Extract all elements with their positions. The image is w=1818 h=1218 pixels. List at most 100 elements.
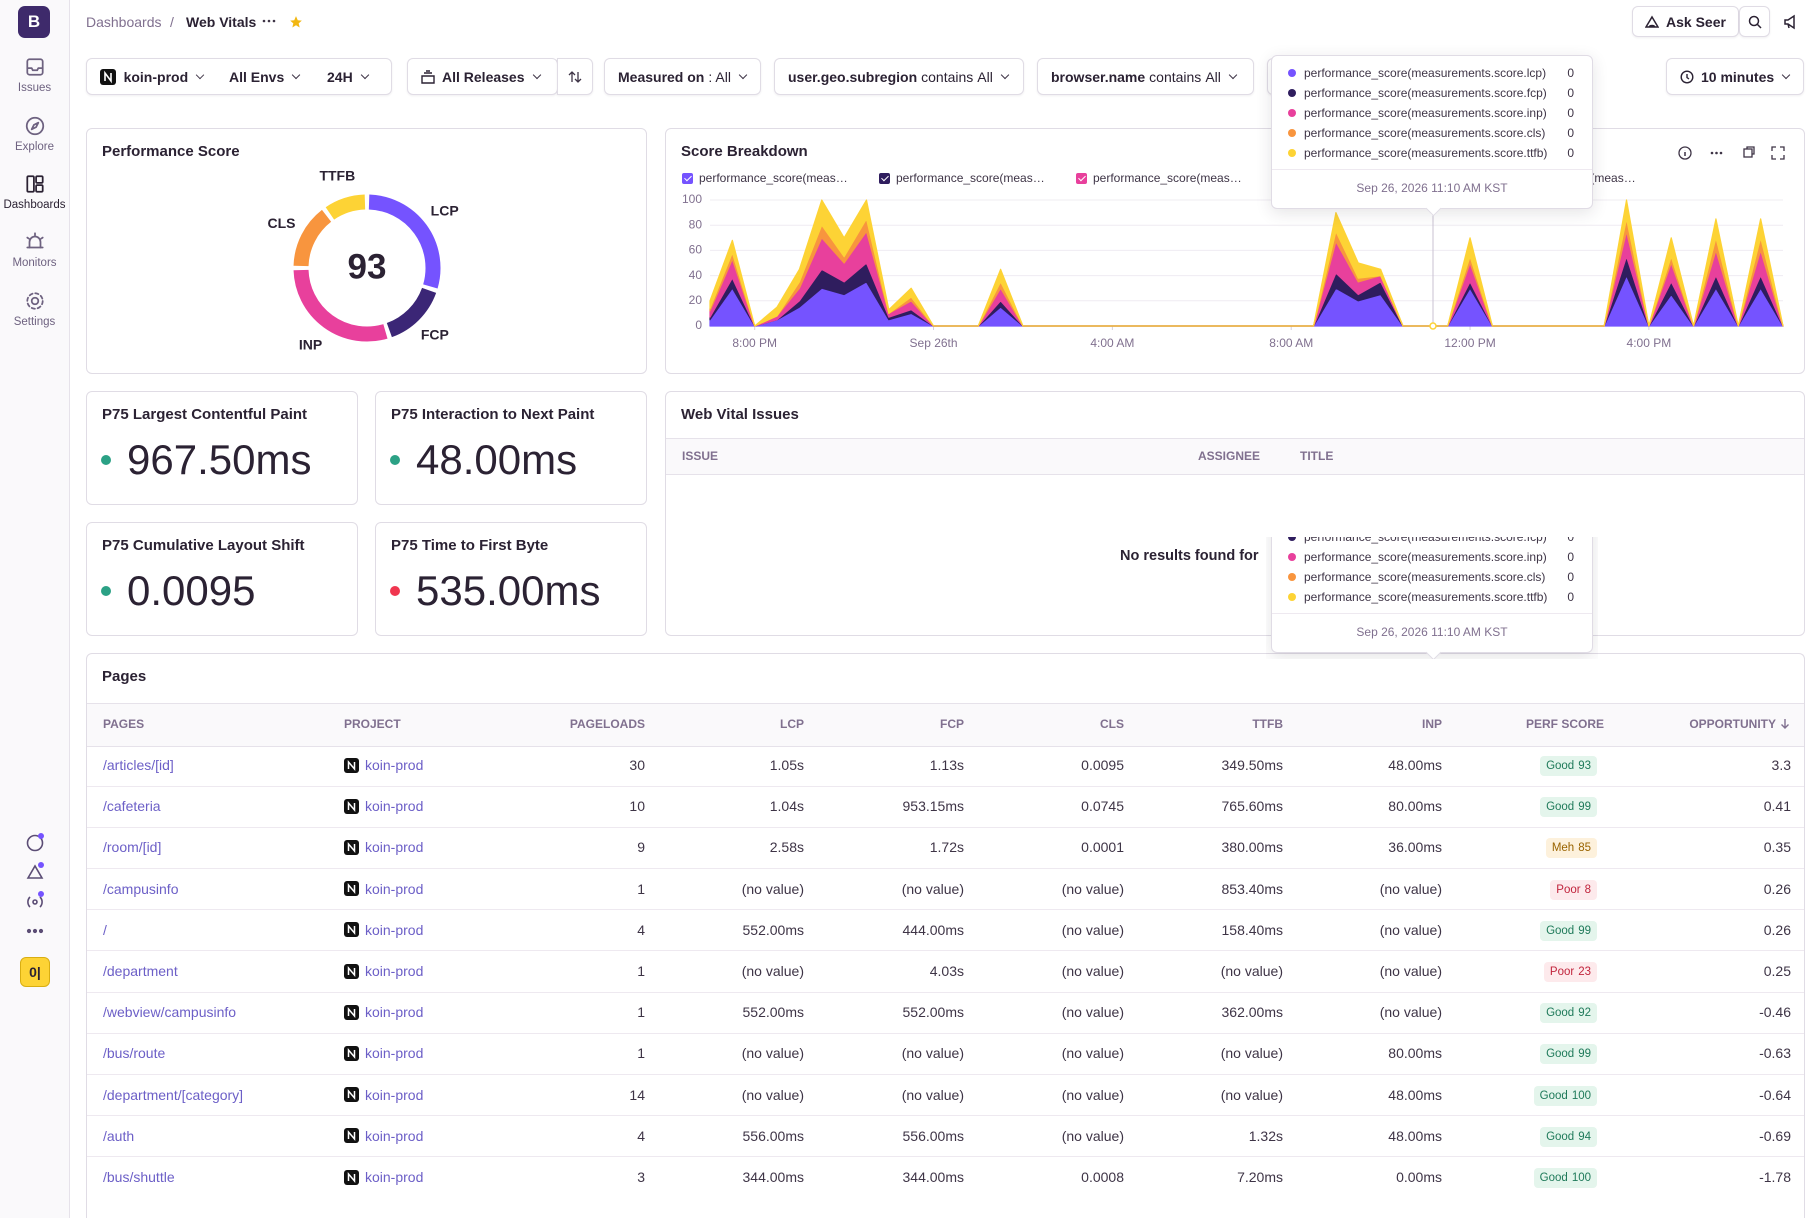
- sidebar-icon[interactable]: [24, 861, 46, 883]
- column-header[interactable]: CLS: [1100, 717, 1124, 731]
- sidebar-icon[interactable]: [24, 832, 46, 854]
- breadcrumb-link[interactable]: Dashboards: [86, 14, 162, 30]
- page-link[interactable]: /room/[id]: [103, 839, 162, 856]
- page-link[interactable]: /bus/route: [103, 1045, 166, 1062]
- row-divider: [87, 950, 1804, 952]
- project-link[interactable]: koin-prod: [365, 1127, 424, 1144]
- tooltip-row: performance_score(measurements.score.lcp…: [1288, 63, 1574, 83]
- web-vital-issues-panel: Web Vital Issues No results found for IS…: [665, 391, 1805, 636]
- project-link[interactable]: koin-prod: [365, 1086, 424, 1103]
- nav-item[interactable]: Explore: [0, 115, 69, 153]
- release-filter[interactable]: All Releases: [407, 58, 558, 95]
- column-header[interactable]: PAGES: [103, 717, 145, 731]
- sidebar-icon[interactable]: [24, 890, 46, 912]
- project-filter[interactable]: koin-prod: [87, 59, 216, 94]
- period-filter[interactable]: 24H: [314, 59, 381, 94]
- column-header[interactable]: PAGELOADS: [569, 717, 645, 731]
- legend-item[interactable]: performance_score(measurements.score.fcp…: [879, 171, 1076, 185]
- page-link[interactable]: /articles/[id]: [103, 757, 174, 773]
- table-cell: -1.78: [1759, 1169, 1791, 1185]
- nav-item[interactable]: Issues: [0, 56, 69, 94]
- ask-seer-button[interactable]: Ask Seer: [1632, 6, 1739, 37]
- tooltip-series: performance_score(measurements.score.fcp…: [1304, 86, 1547, 100]
- project-link[interactable]: koin-prod: [365, 963, 424, 979]
- perf-rating: Good: [1546, 1007, 1575, 1020]
- icon-shape: [26, 834, 44, 852]
- metric-title: P75 Cumulative Layout Shift: [102, 537, 305, 554]
- project-icon: [344, 1169, 359, 1185]
- sort-arrow[interactable]: [1780, 718, 1790, 730]
- project-link[interactable]: koin-prod: [365, 757, 424, 773]
- interval-filter[interactable]: 10 minutes: [1666, 58, 1804, 95]
- perf-score-cell: Meh 85: [1357, 837, 1597, 859]
- more-button[interactable]: [1710, 151, 1723, 155]
- project-link[interactable]: koin-prod: [365, 1045, 424, 1062]
- tooltip-row: performance_score(measurements.score.ttf…: [1288, 587, 1574, 607]
- measured-on-filter[interactable]: Measured on: All: [604, 58, 761, 95]
- panel-title: Score Breakdown: [681, 143, 808, 160]
- sort-button[interactable]: [557, 58, 593, 95]
- copy-button[interactable]: [1743, 146, 1755, 158]
- page-link[interactable]: /department/[category]: [103, 1086, 244, 1103]
- icon-shape: [347, 1171, 356, 1183]
- seer-icon: [1645, 15, 1659, 28]
- column-header[interactable]: LCP: [780, 717, 804, 731]
- table-cell: 552.00ms: [742, 1004, 804, 1021]
- project-link[interactable]: koin-prod: [365, 921, 424, 938]
- page-link[interactable]: /bus/shuttle: [103, 1169, 175, 1185]
- page-link[interactable]: /department: [103, 963, 178, 979]
- page-link[interactable]: /auth: [103, 1127, 135, 1144]
- project-cell: koin-prod: [344, 1044, 423, 1062]
- project-icon: [344, 757, 359, 773]
- perf-score-cell: Good 92: [1357, 1002, 1597, 1024]
- project-icon: [344, 963, 359, 979]
- column-header[interactable]: OPPORTUNITY: [1689, 717, 1776, 731]
- project-link[interactable]: koin-prod: [365, 1169, 424, 1185]
- column-header[interactable]: PERF SCORE: [1525, 717, 1604, 731]
- page-link[interactable]: /: [103, 921, 107, 938]
- page-link[interactable]: /campusinfo: [103, 880, 179, 897]
- nav-item[interactable]: Dashboards: [0, 173, 69, 211]
- subregion-filter[interactable]: user.geo.subregion contains All: [774, 58, 1024, 95]
- expand-button[interactable]: [1771, 146, 1785, 160]
- sidebar-badge[interactable]: 0|: [20, 957, 50, 987]
- tooltip-series: performance_score(measurements.score.inp…: [1304, 106, 1547, 120]
- page-link[interactable]: /cafeteria: [103, 798, 161, 815]
- search-button[interactable]: [1739, 6, 1770, 37]
- page-link[interactable]: /webview/campusinfo: [103, 1004, 237, 1021]
- icon-shape: [347, 924, 356, 936]
- tooltip-dot: [1288, 553, 1296, 561]
- row-divider: [87, 991, 1804, 993]
- column-header[interactable]: PROJECT: [344, 717, 401, 731]
- project-link[interactable]: koin-prod: [365, 1004, 424, 1021]
- project-link[interactable]: koin-prod: [365, 880, 424, 897]
- icon-shape: [26, 928, 32, 934]
- perf-score-cell: Good 99: [1357, 920, 1597, 941]
- org-logo[interactable]: B: [18, 6, 50, 38]
- nav-item[interactable]: Monitors: [0, 231, 69, 269]
- tooltip-dot: [1288, 537, 1296, 541]
- info-button[interactable]: [1678, 146, 1692, 160]
- legend-item[interactable]: performance_score(measurements.score.inp…: [1076, 171, 1273, 185]
- project-icon: [344, 922, 359, 938]
- column-header[interactable]: INP: [1421, 717, 1442, 731]
- breadcrumb-current: Web Vitals: [186, 14, 257, 30]
- perf-score: 100: [1571, 1089, 1591, 1102]
- nav-item[interactable]: Settings: [0, 290, 69, 328]
- legend-item[interactable]: performance_score(measurements.score.lcp…: [682, 171, 879, 185]
- star-icon[interactable]: [289, 15, 303, 29]
- sidebar-icon[interactable]: [24, 920, 46, 942]
- icon-shape: [1746, 146, 1755, 155]
- project-link[interactable]: koin-prod: [365, 798, 424, 815]
- browser-filter[interactable]: browser.name contains All: [1037, 58, 1254, 95]
- column-header[interactable]: FCP: [940, 717, 964, 731]
- column-header[interactable]: TTFB: [1252, 717, 1283, 731]
- icon-shape: [27, 896, 43, 908]
- panel-title: Pages: [102, 668, 147, 685]
- filter-label: All Releases: [442, 68, 525, 85]
- project-link[interactable]: koin-prod: [365, 839, 424, 856]
- tooltip-series: performance_score(measurements.score.inp…: [1304, 550, 1547, 564]
- broadcast-icon[interactable]: [1783, 14, 1799, 30]
- more-icon[interactable]: [262, 18, 276, 24]
- environment-filter[interactable]: All Envs: [216, 59, 314, 94]
